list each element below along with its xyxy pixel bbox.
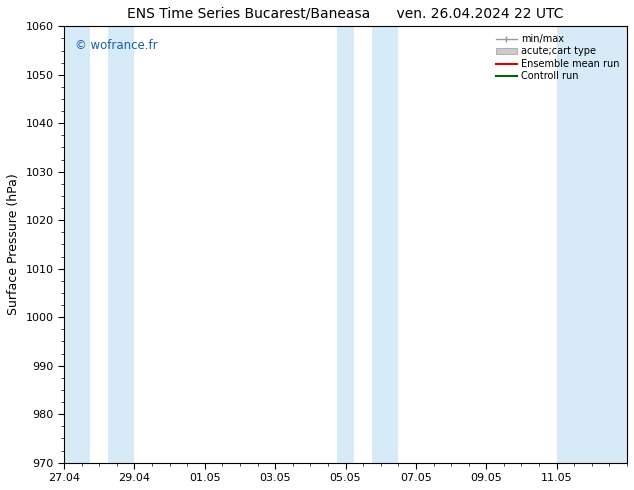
Text: © wofrance.fr: © wofrance.fr — [75, 39, 158, 52]
Bar — [557, 26, 627, 463]
Bar — [108, 26, 134, 463]
Bar — [64, 26, 91, 463]
Y-axis label: Surface Pressure (hPa): Surface Pressure (hPa) — [7, 173, 20, 316]
Bar — [372, 26, 398, 463]
Title: ENS Time Series Bucarest/Baneasa      ven. 26.04.2024 22 UTC: ENS Time Series Bucarest/Baneasa ven. 26… — [127, 7, 564, 21]
Bar — [337, 26, 354, 463]
Legend: min/max, acute;cart type, Ensemble mean run, Controll run: min/max, acute;cart type, Ensemble mean … — [493, 31, 622, 84]
